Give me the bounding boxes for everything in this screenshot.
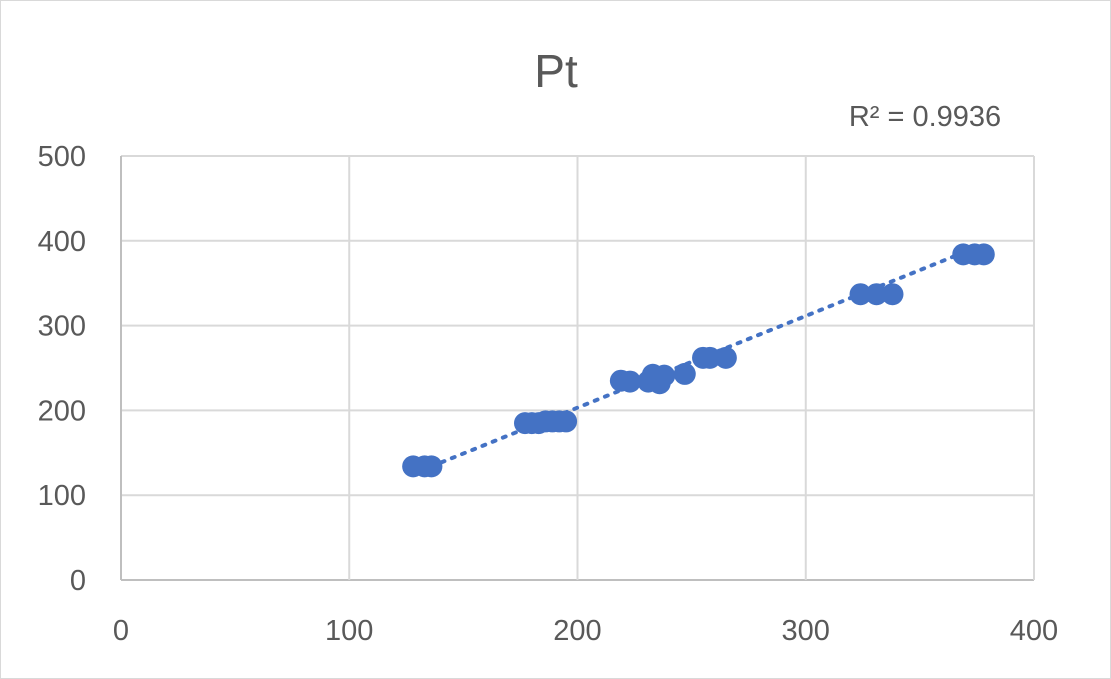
data-point [972, 243, 995, 266]
y-tick-label: 0 [70, 565, 86, 597]
y-tick-label: 400 [38, 226, 86, 258]
x-tick-label: 200 [553, 615, 601, 647]
data-point [555, 410, 578, 433]
chart-title: Pt [534, 45, 578, 97]
data-points [402, 243, 995, 478]
x-tick-label: 100 [325, 615, 373, 647]
gridlines [120, 155, 1035, 581]
data-point [698, 346, 721, 369]
data-point [881, 283, 904, 306]
data-point [849, 283, 872, 306]
y-tick-label: 500 [38, 141, 86, 173]
data-point [714, 346, 737, 369]
data-point [420, 455, 443, 478]
x-tick-label: 300 [782, 615, 830, 647]
y-tick-label: 100 [38, 480, 86, 512]
data-point [673, 362, 696, 385]
y-tick-label: 200 [38, 395, 86, 427]
y-tick-label: 300 [38, 311, 86, 343]
data-point [865, 283, 888, 306]
data-point [618, 370, 641, 393]
r-squared-label: R² = 0.9936 [849, 101, 1001, 133]
y-axis-ticks: 0 100 200 300 400 500 [38, 141, 86, 597]
x-axis-ticks: 0 100 200 300 400 [113, 615, 1058, 647]
x-tick-label: 0 [113, 615, 129, 647]
x-tick-label: 400 [1010, 615, 1058, 647]
data-point [653, 364, 676, 387]
